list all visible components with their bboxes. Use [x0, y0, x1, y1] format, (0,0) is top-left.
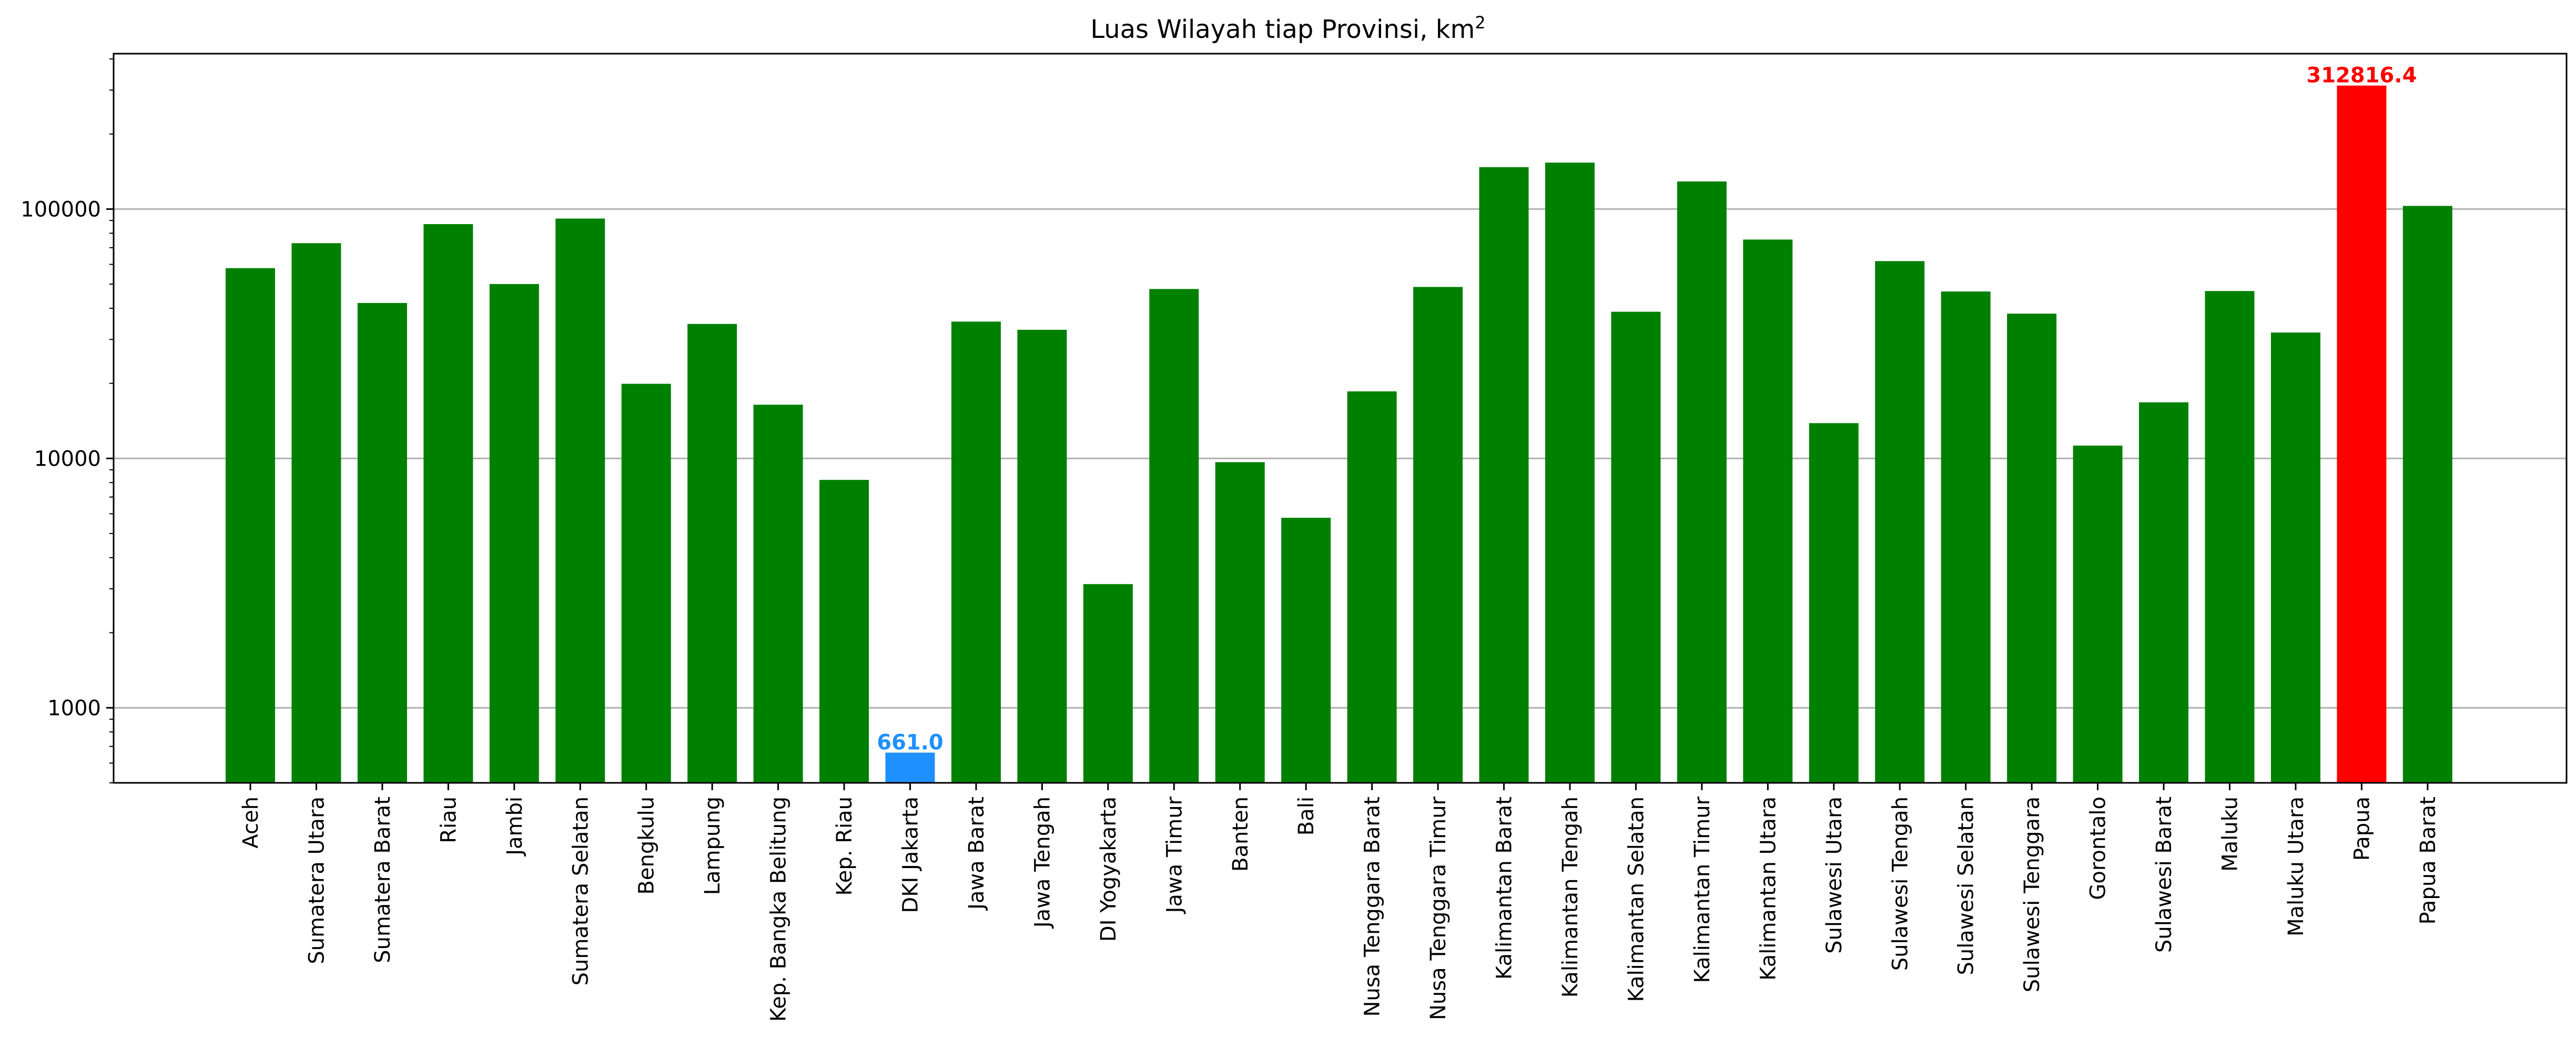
labels-layer: 1000 10000 100000 Aceh Sumatera Utara Sumater…: [21, 64, 2440, 1022]
max-value-label: 312816.4: [2306, 64, 2417, 88]
bar: [1875, 261, 1925, 783]
bar: [885, 752, 935, 783]
x-tick-label: Sumatera Selatan: [569, 797, 593, 985]
x-tick-label: Jawa Tengah: [1030, 797, 1054, 929]
bar: [1413, 287, 1463, 783]
x-tick-label: Sulawesi Barat: [2152, 797, 2176, 953]
bar: [1017, 329, 1067, 783]
x-tick-label: Kalimantan Barat: [1493, 797, 1517, 980]
x-tick-label: Papua Barat: [2416, 797, 2440, 924]
x-tick-label: Riau: [437, 797, 461, 843]
x-tick-label: DKI Jakarta: [899, 797, 923, 913]
x-tick-label: Kep. Bangka Belitung: [767, 797, 791, 1022]
bar: [489, 284, 539, 783]
bar: [2007, 314, 2057, 783]
x-tick-label: Kep. Riau: [833, 797, 857, 895]
bar: [2073, 445, 2123, 783]
x-tick-label: Gorontalo: [2086, 797, 2111, 900]
bar: [1083, 584, 1133, 783]
bar: [2139, 402, 2189, 783]
axes-layer: [106, 53, 2568, 790]
bar: [555, 218, 605, 783]
plot-frame: [113, 53, 2568, 784]
x-tick-label: Kalimantan Tengah: [1558, 797, 1583, 997]
x-tick-label: Nusa Tenggara Timur: [1426, 796, 1451, 1020]
x-tick-label: Papua: [2350, 797, 2374, 861]
x-tick-label: Sumatera Barat: [371, 797, 395, 963]
bar: [1809, 423, 1859, 783]
x-tick-label: Sumatera Utara: [305, 797, 329, 964]
x-tick-label: Kalimantan Utara: [1756, 797, 1780, 981]
x-tick-label: Maluku: [2218, 797, 2243, 872]
bar: [687, 324, 737, 783]
bar: [1215, 462, 1265, 783]
bar: [951, 321, 1001, 783]
chart-title: Luas Wilayah tiap Provinsi, km2: [1090, 13, 1485, 44]
x-tick-label: Maluku Utara: [2284, 797, 2308, 936]
x-tick-label: Jawa Barat: [965, 797, 989, 911]
min-value-label: 661.0: [877, 731, 944, 755]
y-tick-label: 1000: [47, 696, 101, 720]
bar: [423, 224, 473, 783]
bar: [1677, 181, 1727, 783]
x-tick-label: Jambi: [503, 797, 527, 857]
x-tick-label: Sulawesi Utara: [1822, 797, 1847, 954]
bar: [2337, 85, 2387, 783]
bar: [1941, 291, 1991, 783]
bar: [226, 268, 275, 783]
y-tick-label: 10000: [34, 447, 101, 471]
bar: [2205, 291, 2255, 783]
x-tick-label: Kalimantan Timur: [1690, 796, 1715, 983]
bar: [357, 303, 407, 783]
bar: [1347, 391, 1397, 783]
x-tick-label: Sulawesi Tenggara: [2020, 797, 2044, 992]
bar: [753, 405, 803, 783]
bars-layer: [226, 85, 2452, 783]
y-tick-label: 100000: [21, 197, 101, 221]
bar: [1611, 311, 1661, 783]
bar: [1743, 239, 1793, 783]
x-tick-label: Bali: [1294, 797, 1319, 835]
bar: [1149, 289, 1199, 783]
chart-title-superscript: 2: [1475, 13, 1485, 33]
grid-layer: [114, 208, 2567, 709]
x-tick-label: Jawa Timur: [1162, 796, 1186, 914]
bar: [621, 384, 671, 783]
x-tick-label: Banten: [1229, 797, 1253, 872]
x-tick-label: Bengkulu: [635, 797, 659, 895]
x-tick-label: Kalimantan Selatan: [1624, 797, 1648, 1002]
x-tick-label: Sulawesi Tengah: [1888, 797, 1912, 971]
x-tick-label: Nusa Tenggara Barat: [1361, 797, 1385, 1017]
bar: [819, 480, 869, 783]
bar: [1479, 167, 1529, 783]
x-tick-label: Aceh: [239, 797, 263, 849]
x-tick-label: DI Yogyakarta: [1097, 797, 1121, 942]
chart-title-text: Luas Wilayah tiap Provinsi, km: [1090, 15, 1475, 44]
bar: [2270, 332, 2320, 783]
bar: [1545, 163, 1595, 783]
bar: [1281, 518, 1331, 783]
bar: [2402, 206, 2452, 783]
x-tick-label: Lampung: [701, 797, 725, 895]
bar: [291, 243, 341, 783]
x-tick-label: Sulawesi Selatan: [1954, 797, 1979, 975]
